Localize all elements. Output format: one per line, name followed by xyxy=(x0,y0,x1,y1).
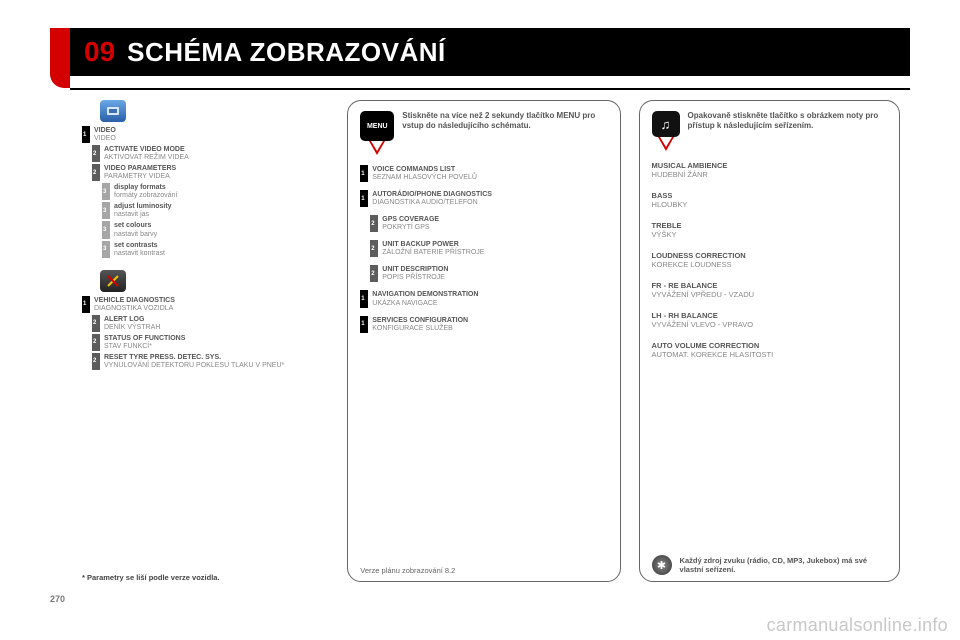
col2-intro: Stiskněte na více než 2 sekundy tlačítko… xyxy=(402,111,607,131)
accent-bar xyxy=(50,28,70,88)
audio-setting-item: TREBLEVÝŠKY xyxy=(652,221,887,239)
level-bar: 1 xyxy=(360,190,368,207)
menu-item-text: display formatsformáty zobrazování xyxy=(114,183,177,200)
page-title: SCHÉMA ZOBRAZOVÁNÍ xyxy=(127,37,446,68)
menu-item-text: ACTIVATE VIDEO MODEAKTIVOVAT REŽIM VIDEA xyxy=(104,145,189,162)
music-button-icon: ♫ xyxy=(652,111,680,137)
columns: 1VIDEOVIDEO2ACTIVATE VIDEO MODEAKTIVOVAT… xyxy=(82,100,900,582)
diagnostics-icon xyxy=(100,270,126,292)
menu-button-label: MENU xyxy=(367,123,388,130)
level-bar: 3 xyxy=(102,183,110,200)
menu-item: 2UNIT BACKUP POWERZÁLOŽNÍ BATERIE PŘÍSTR… xyxy=(370,240,607,257)
menu-item-text: adjust luminositynastavit jas xyxy=(114,202,172,219)
menu-item: 1NAVIGATION DEMONSTRATIONUKÁZKA NAVIGACE xyxy=(360,290,607,307)
menu-item-text: RESET TYRE PRESS. DETEC. SYS.VYNULOVÁNÍ … xyxy=(104,353,284,370)
audio-setting-item: MUSICAL AMBIENCEHUDEBNÍ ŽÁNR xyxy=(652,161,887,179)
music-intro-row: ♫ Opakovaně stiskněte tlačítko s obrázke… xyxy=(652,111,887,137)
level-bar: 1 xyxy=(360,165,368,182)
menu-item-text: NAVIGATION DEMONSTRATIONUKÁZKA NAVIGACE xyxy=(372,290,478,307)
level-bar: 2 xyxy=(370,240,378,257)
level-bar: 2 xyxy=(92,164,100,181)
section-number: 09 xyxy=(84,36,115,68)
tip-text: Každý zdroj zvuku (rádio, CD, MP3, Jukeb… xyxy=(680,556,887,574)
level-bar: 1 xyxy=(360,290,368,307)
level-bar: 1 xyxy=(360,316,368,333)
menu-item-text: STATUS OF FUNCTIONSSTAV FUNKCÍ* xyxy=(104,334,185,351)
col2-footer: Verze plánu zobrazování 8.2 xyxy=(360,566,607,575)
menu-item-text: GPS COVERAGEPOKRYTÍ GPS xyxy=(382,215,439,232)
menu-item-text: set coloursnastavit barvy xyxy=(114,221,157,238)
level-bar: 2 xyxy=(370,265,378,282)
menu-item-text: AUTORÁDIO/PHONE DIAGNOSTICSDIAGNOSTIKA A… xyxy=(372,190,492,207)
page-number: 270 xyxy=(50,594,65,604)
menu-item-text: VOICE COMMANDS LISTSEZNAM HLASOVÝCH POVE… xyxy=(372,165,477,182)
menu-item: 1VOICE COMMANDS LISTSEZNAM HLASOVÝCH POV… xyxy=(360,165,607,182)
menu-item: 1VEHICLE DIAGNOSTICSDIAGNOSTIKA VOZIDLA xyxy=(82,296,329,313)
pointer-icon xyxy=(369,141,385,155)
level-bar: 3 xyxy=(102,241,110,258)
level-bar: 2 xyxy=(92,315,100,332)
video-icon xyxy=(100,100,126,122)
menu-item-text: VIDEOVIDEO xyxy=(94,126,116,143)
video-menu-list: 1VIDEOVIDEO 2ACTIVATE VIDEO MODEAKTIVOVAT… xyxy=(82,126,329,260)
menu-item: 2ALERT LOGDENÍK VÝSTRAH xyxy=(92,315,329,332)
menu-item-text: set contrastsnastavit kontrast xyxy=(114,241,165,258)
manual-page: 09 SCHÉMA ZOBRAZOVÁNÍ 1VIDEOVIDEO2ACTIVA… xyxy=(50,10,910,610)
diagnostics-menu-list: 1VEHICLE DIAGNOSTICSDIAGNOSTIKA VOZIDLA 2… xyxy=(82,296,329,372)
menu-item-text: UNIT DESCRIPTIONPOPIS PŘÍSTROJE xyxy=(382,265,448,282)
audio-setting-item: LH - RH BALANCEVYVÁŽENÍ VLEVO - VPRAVO xyxy=(652,311,887,329)
tip-row: ✱ Každý zdroj zvuku (rádio, CD, MP3, Juk… xyxy=(652,555,887,575)
audio-setting-item: BASSHLOUBKY xyxy=(652,191,887,209)
menu-item-text: UNIT BACKUP POWERZÁLOŽNÍ BATERIE PŘÍSTRO… xyxy=(382,240,484,257)
audio-setting-item: AUTO VOLUME CORRECTIONAUTOMAT. KOREKCE H… xyxy=(652,341,887,359)
note-icon: ♫ xyxy=(661,117,671,132)
column-1: 1VIDEOVIDEO2ACTIVATE VIDEO MODEAKTIVOVAT… xyxy=(82,100,329,582)
watermark: carmanualsonline.info xyxy=(767,615,948,636)
menu-item: 2STATUS OF FUNCTIONSSTAV FUNKCÍ* xyxy=(92,334,329,351)
tip-bulb-icon: ✱ xyxy=(652,555,672,575)
menu-item: 3display formatsformáty zobrazování xyxy=(102,183,329,200)
level-bar: 2 xyxy=(92,145,100,162)
menu-item-text: VIDEO PARAMETERSPARAMETRY VIDEA xyxy=(104,164,176,181)
level-bar: 3 xyxy=(102,202,110,219)
col3-settings-list: MUSICAL AMBIENCEHUDEBNÍ ŽÁNR BASSHLOUBKY T… xyxy=(652,161,887,371)
menu-item-text: VEHICLE DIAGNOSTICSDIAGNOSTIKA VOZIDLA xyxy=(94,296,175,313)
pointer-icon xyxy=(658,137,674,151)
col2-menu-list: 1VOICE COMMANDS LISTSEZNAM HLASOVÝCH POV… xyxy=(360,165,607,341)
audio-setting-item: FR - RE BALANCEVYVÁŽENÍ VPŘEDU - VZADU xyxy=(652,281,887,299)
menu-item: 1VIDEOVIDEO xyxy=(82,126,329,143)
level-bar: 3 xyxy=(102,221,110,238)
menu-item-text: ALERT LOGDENÍK VÝSTRAH xyxy=(104,315,160,332)
menu-item: 1SERVICES CONFIGURATIONKONFIGURACE SLUŽE… xyxy=(360,316,607,333)
menu-item: 2ACTIVATE VIDEO MODEAKTIVOVAT REŽIM VIDE… xyxy=(92,145,329,162)
column-3: ♫ Opakovaně stiskněte tlačítko s obrázke… xyxy=(639,100,900,582)
menu-item-text: SERVICES CONFIGURATIONKONFIGURACE SLUŽEB xyxy=(372,316,468,333)
menu-item: 2UNIT DESCRIPTIONPOPIS PŘÍSTROJE xyxy=(370,265,607,282)
menu-intro-row: MENU Stiskněte na více než 2 sekundy tla… xyxy=(360,111,607,141)
level-bar: 2 xyxy=(92,334,100,351)
menu-button-icon: MENU xyxy=(360,111,394,141)
menu-item: 3set contrastsnastavit kontrast xyxy=(102,241,329,258)
audio-setting-item: LOUDNESS CORRECTIONKOREKCE LOUDNESS xyxy=(652,251,887,269)
page-header: 09 SCHÉMA ZOBRAZOVÁNÍ xyxy=(70,28,910,76)
level-bar: 1 xyxy=(82,296,90,313)
level-bar: 2 xyxy=(370,215,378,232)
header-rule xyxy=(70,88,910,90)
level-bar: 2 xyxy=(92,353,100,370)
menu-item: 2GPS COVERAGEPOKRYTÍ GPS xyxy=(370,215,607,232)
level-bar: 1 xyxy=(82,126,90,143)
menu-item: 2RESET TYRE PRESS. DETEC. SYS.VYNULOVÁNÍ… xyxy=(92,353,329,370)
menu-item: 1AUTORÁDIO/PHONE DIAGNOSTICSDIAGNOSTIKA … xyxy=(360,190,607,207)
menu-item: 2VIDEO PARAMETERSPARAMETRY VIDEA xyxy=(92,164,329,181)
menu-item: 3adjust luminositynastavit jas xyxy=(102,202,329,219)
col3-intro: Opakovaně stiskněte tlačítko s obrázkem … xyxy=(688,111,887,131)
column-2: MENU Stiskněte na více než 2 sekundy tla… xyxy=(347,100,620,582)
footnote: * Parametry se liší podle verze vozidla. xyxy=(82,573,329,582)
menu-item: 3set coloursnastavit barvy xyxy=(102,221,329,238)
